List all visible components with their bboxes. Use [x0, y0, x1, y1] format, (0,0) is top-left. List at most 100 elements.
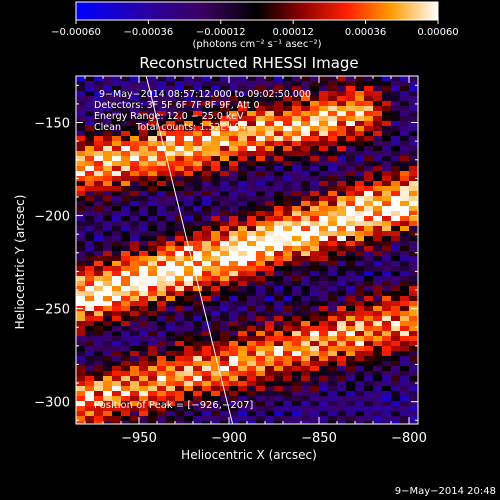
heatmap-cell [130, 271, 140, 277]
heatmap-cell [76, 241, 86, 247]
heatmap-cell [103, 286, 113, 292]
heatmap-cell [301, 366, 311, 372]
heatmap-cell [103, 271, 113, 277]
heatmap-cell [85, 171, 95, 177]
heatmap-cell [292, 161, 302, 167]
heatmap-cell [409, 341, 418, 347]
heatmap-cell [211, 176, 221, 182]
heatmap-cell [400, 381, 410, 387]
heatmap-cell [148, 386, 158, 392]
heatmap-cell [283, 326, 293, 332]
heatmap-cell [238, 371, 248, 377]
heatmap-cell [382, 156, 392, 162]
heatmap-cell [265, 221, 275, 227]
heatmap-cell [157, 416, 167, 422]
heatmap-cell [283, 286, 293, 292]
heatmap-cell [283, 301, 293, 307]
heatmap-cell [211, 361, 221, 367]
heatmap-cell [211, 276, 221, 282]
heatmap-cell [400, 161, 410, 167]
heatmap-cell [247, 276, 257, 282]
heatmap-cell [373, 96, 383, 102]
heatmap-cell [193, 96, 203, 102]
heatmap-cell [103, 306, 113, 312]
heatmap-cell [211, 306, 221, 312]
heatmap-cell [85, 391, 95, 397]
heatmap-cell [319, 341, 329, 347]
heatmap-cell [247, 416, 257, 422]
heatmap-cell [256, 196, 266, 202]
heatmap-cell [238, 406, 248, 412]
heatmap-cell [292, 321, 302, 327]
heatmap-cell [355, 346, 365, 352]
heatmap-cell [364, 196, 374, 202]
heatmap-cell [202, 406, 212, 412]
heatmap-cell [76, 116, 86, 122]
heatmap-cell [364, 351, 374, 357]
heatmap-cell [193, 156, 203, 162]
heatmap-cell [274, 81, 284, 87]
heatmap-cell [202, 366, 212, 372]
heatmap-cell [274, 156, 284, 162]
heatmap-cell [121, 361, 131, 367]
heatmap-cell [76, 341, 86, 347]
heatmap-cell [139, 236, 149, 242]
heatmap-cell [229, 136, 239, 142]
heatmap-cell [364, 216, 374, 222]
heatmap-cell [391, 421, 401, 424]
heatmap-cell [85, 206, 95, 212]
heatmap-cell [175, 371, 185, 377]
heatmap-cell [391, 251, 401, 257]
heatmap-cell [94, 286, 104, 292]
heatmap-cell [274, 196, 284, 202]
heatmap-cell [346, 391, 356, 397]
heatmap-cell [238, 141, 248, 147]
heatmap-cell [355, 371, 365, 377]
heatmap-cell [76, 176, 86, 182]
heatmap-cell [148, 241, 158, 247]
heatmap-cell [373, 181, 383, 187]
heatmap-cell [202, 356, 212, 362]
heatmap-cell [373, 401, 383, 407]
heatmap-cell [193, 86, 203, 92]
heatmap-cell [121, 96, 131, 102]
heatmap-cell [310, 396, 320, 402]
heatmap-cell [292, 121, 302, 127]
heatmap-cell [184, 121, 194, 127]
heatmap-cell [94, 221, 104, 227]
heatmap-cell [76, 256, 86, 262]
heatmap-cell [265, 231, 275, 237]
heatmap-cell [265, 186, 275, 192]
heatmap-cell [283, 221, 293, 227]
heatmap-cell [373, 421, 383, 424]
heatmap-cell [130, 81, 140, 87]
heatmap-cell [238, 296, 248, 302]
heatmap-cell [265, 161, 275, 167]
heatmap-cell [310, 96, 320, 102]
heatmap-cell [166, 306, 176, 312]
heatmap-cell [139, 181, 149, 187]
heatmap-cell [211, 416, 221, 422]
heatmap-cell [148, 211, 158, 217]
heatmap-cell [265, 371, 275, 377]
heatmap-cell [238, 381, 248, 387]
heatmap-cell [229, 336, 239, 342]
heatmap-cell [157, 386, 167, 392]
heatmap-cell [148, 401, 158, 407]
heatmap-cell [409, 271, 418, 277]
heatmap-cell [301, 381, 311, 387]
heatmap-cell [364, 271, 374, 277]
heatmap-cell [220, 386, 230, 392]
heatmap-cell [256, 236, 266, 242]
heatmap-cell [103, 101, 113, 107]
heatmap-cell [193, 166, 203, 172]
heatmap-cell [382, 186, 392, 192]
heatmap-cell [229, 241, 239, 247]
heatmap-cell [157, 151, 167, 157]
heatmap-cell [256, 146, 266, 152]
heatmap-cell [166, 356, 176, 362]
heatmap-cell [319, 221, 329, 227]
heatmap-cell [283, 226, 293, 232]
heatmap-cell [193, 376, 203, 382]
heatmap-cell [364, 151, 374, 157]
